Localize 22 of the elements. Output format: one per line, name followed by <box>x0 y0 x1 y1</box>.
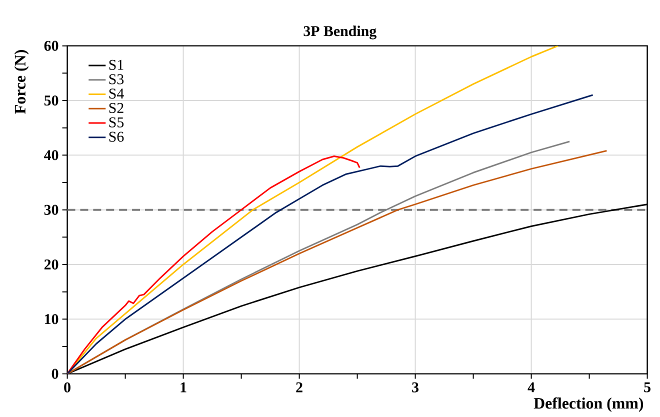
legend-label: S2 <box>109 102 124 114</box>
y-tick-label: 10 <box>45 314 58 324</box>
y-tick-label: 60 <box>44 40 58 51</box>
y-tick-label: 50 <box>44 95 58 106</box>
y-tick-label: 20 <box>44 259 58 270</box>
y-tick-label: 0 <box>52 368 58 379</box>
x-tick-label: 4 <box>528 382 535 392</box>
x-axis-title: Deflection (mm) <box>534 397 644 412</box>
legend-label: S6 <box>109 132 124 142</box>
y-tick-label: 30 <box>44 204 58 215</box>
legend-label: S5 <box>109 117 124 128</box>
legend-label: S3 <box>109 74 124 84</box>
x-tick-label: 1 <box>180 382 186 392</box>
x-tick-label: 3 <box>412 382 419 392</box>
y-axis-title: Force (N) <box>14 50 29 114</box>
x-tick-label: 2 <box>296 382 302 392</box>
chart-title: 3P Bending <box>304 26 376 40</box>
legend-label: S4 <box>109 88 124 99</box>
x-tick-label: 5 <box>644 382 650 392</box>
y-tick-label: 40 <box>44 150 58 160</box>
legend-label: S1 <box>109 60 124 70</box>
x-tick-label: 0 <box>64 382 70 392</box>
